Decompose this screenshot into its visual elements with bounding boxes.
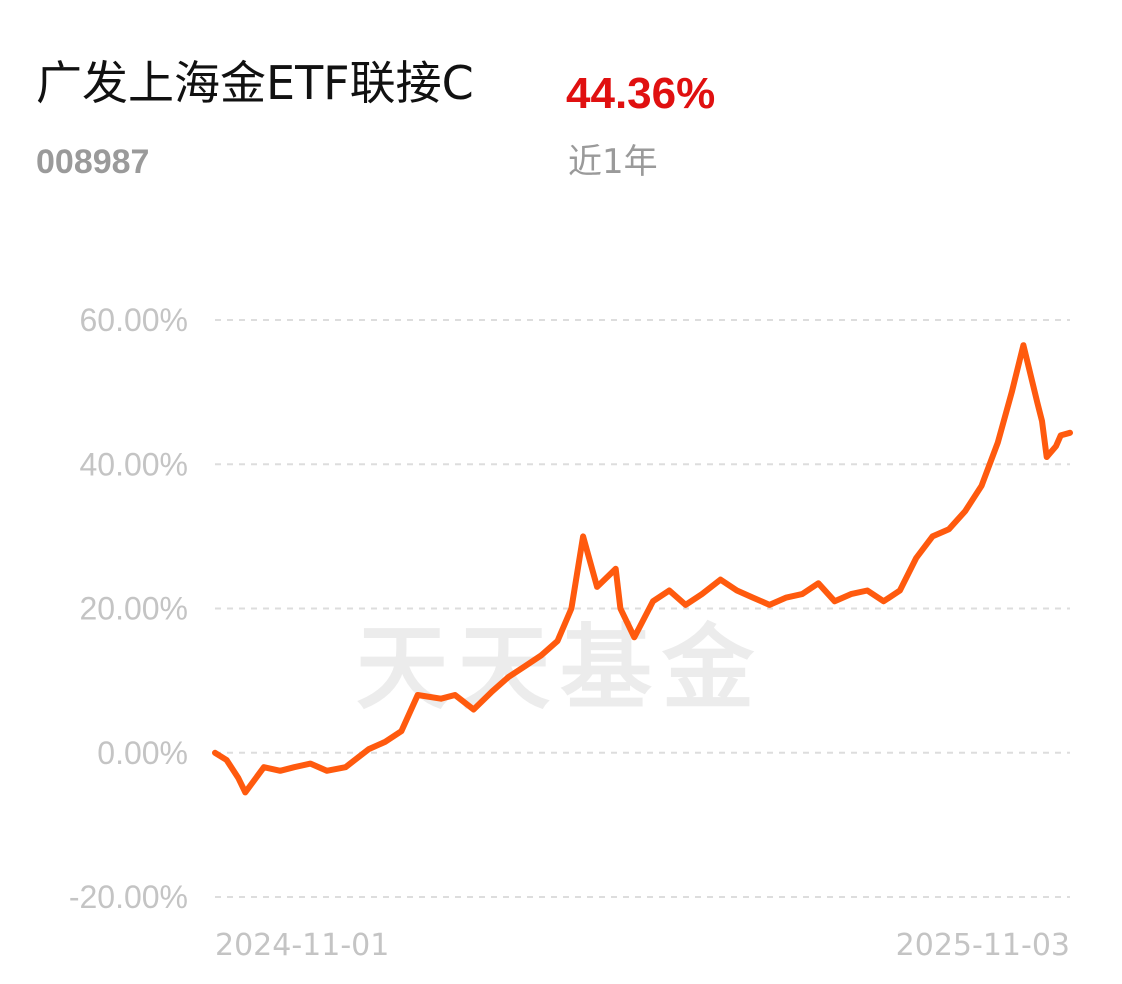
return-period: 近1年 — [568, 142, 658, 182]
series-line — [212, 342, 1073, 796]
y-tick-label: 20.00% — [79, 591, 188, 627]
y-tick-label: 0.00% — [97, 735, 188, 771]
x-tick-label: 2024-11-01 — [215, 928, 389, 963]
watermark: 天天基金 — [356, 615, 764, 722]
grid-layer — [215, 319, 1070, 898]
y-tick-label: -20.00% — [69, 879, 188, 915]
return-value: 44.36% — [566, 69, 716, 118]
x-axis: 2024-11-01 2025-11-03 — [215, 928, 1070, 963]
x-tick-label: 2025-11-03 — [896, 928, 1070, 963]
fund-code: 008987 — [36, 143, 150, 181]
y-tick-label: 40.00% — [79, 446, 188, 482]
y-axis: 60.00% 40.00% 20.00% 0.00% -20.00% — [69, 302, 188, 915]
y-tick-label: 60.00% — [79, 302, 188, 338]
fund-name: 广发上海金ETF联接C — [36, 56, 474, 110]
